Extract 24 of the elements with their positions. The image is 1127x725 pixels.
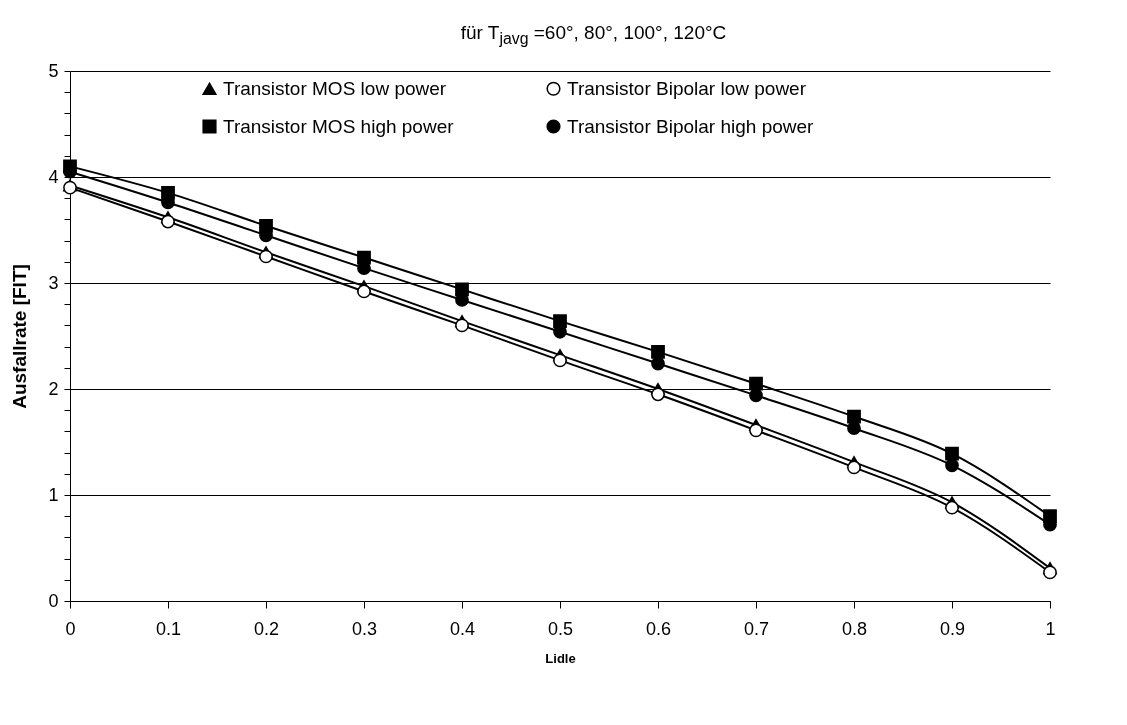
x-tick-label: 0.7 [743, 618, 770, 639]
x-tick-label: 0.9 [939, 618, 966, 639]
legend-label: Transistor Bipolar low power [567, 77, 807, 99]
y-tick-label: 5 [48, 60, 59, 81]
y-tick-label: 3 [48, 272, 59, 293]
x-tick-label: 0.3 [351, 618, 378, 639]
x-tick-label: 0.6 [645, 618, 672, 639]
legend-label: Transistor MOS high power [223, 115, 455, 137]
x-tick-label: 0.5 [547, 618, 574, 639]
x-tick-label: 0 [65, 618, 76, 639]
legend-label: Transistor MOS low power [223, 77, 447, 99]
x-tick-label: 0.1 [155, 618, 182, 639]
x-tick-label: 0.2 [253, 618, 280, 639]
y-tick-label: 1 [48, 484, 59, 505]
y-tick-label: 0 [48, 590, 59, 611]
x-tick-label: 0.4 [449, 618, 476, 639]
x-tick-label: 0.8 [841, 618, 868, 639]
y-tick-label: 2 [48, 378, 59, 399]
x-axis-title: Lidle [545, 650, 576, 666]
y-tick-label: 4 [48, 166, 59, 187]
x-tick-label: 1 [1045, 618, 1056, 639]
legend-label: Transistor Bipolar high power [567, 115, 815, 137]
chart-title: für T$_{javg}$ =60°, 80°, 100°, 120°C [459, 21, 728, 49]
y-axis-title: Ausfallrate [FIT] [9, 264, 31, 409]
